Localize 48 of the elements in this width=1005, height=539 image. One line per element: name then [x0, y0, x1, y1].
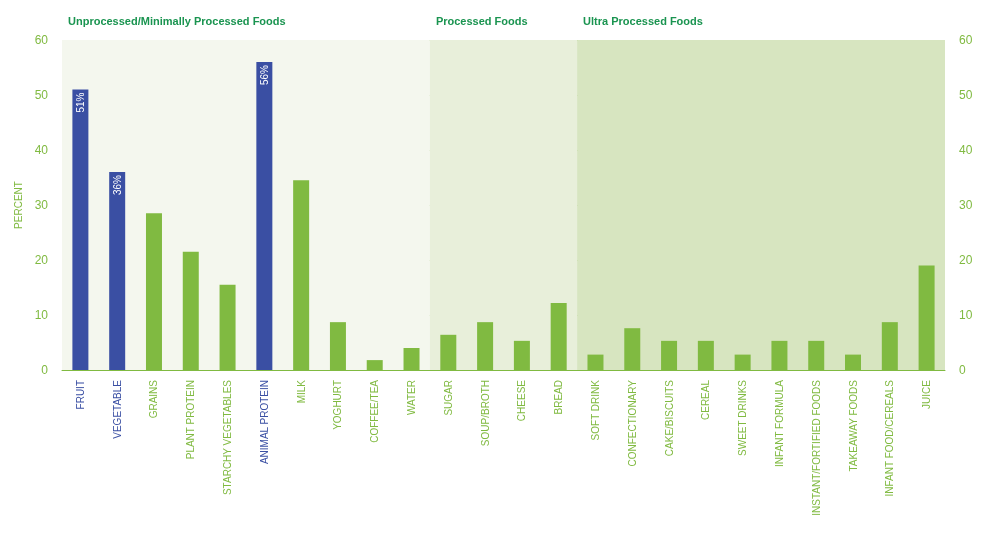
x-tick-label: CONFECTIONARY: [626, 379, 638, 467]
x-tick-label: SOUP/BROTH: [479, 380, 491, 447]
x-tick-label: PLANT PROTEIN: [185, 380, 197, 460]
x-tick-label: VEGETABLE: [111, 379, 123, 439]
x-tick-label: SOFT DRINK: [589, 379, 601, 441]
x-tick-label: JUICE: [921, 379, 933, 409]
x-tick-label: INFANT FOOD/CEREALS: [884, 379, 896, 497]
bar: [109, 172, 126, 370]
x-tick-label: SWEET DRINKS: [737, 379, 749, 456]
bar: [72, 89, 89, 370]
x-tick-label: INFANT FORMULA: [773, 379, 785, 468]
y2-tick-label: 0: [959, 363, 966, 377]
y2-tick-label: 30: [959, 198, 973, 212]
data-label: 36%: [111, 174, 123, 196]
bar: [256, 62, 273, 370]
y-tick-label: 0: [41, 363, 49, 377]
band-label: Processed Foods: [435, 14, 528, 27]
x-tick-label: SUGAR: [442, 380, 454, 416]
x-tick-label: BREAD: [553, 380, 565, 415]
x-tick-label: GRAINS: [148, 379, 160, 419]
x-tick-label: YOGHURT: [332, 380, 344, 430]
x-tick-label: COFFEE/TEA: [369, 379, 381, 443]
data-label: 51%: [74, 92, 86, 113]
y-tick-label: 20: [34, 253, 49, 267]
x-tick-label: ANIMAL PROTEIN: [258, 380, 270, 465]
data-label: 56%: [258, 64, 270, 86]
x-tick-label: STARCHY VEGETABLES: [222, 379, 234, 496]
x-tick-label: MILK: [295, 379, 307, 404]
y-axis-title: PERCENT: [13, 181, 25, 229]
x-tick-label: INSTANT/FORTIFIED FOODS: [810, 379, 822, 516]
y-tick-label: 30: [34, 198, 49, 212]
y2-tick-label: 60: [959, 33, 973, 47]
x-tick-label: CEREAL: [700, 379, 712, 421]
band-label: Ultra Processed Foods: [583, 14, 703, 27]
x-tick-label: CAKE/BISCUITS: [663, 379, 675, 457]
y2-tick-label: 10: [959, 308, 973, 322]
y2-tick-label: 50: [959, 88, 973, 102]
y-tick-label: 10: [34, 308, 49, 322]
y2-tick-label: 40: [959, 143, 973, 157]
y2-tick-label: 20: [959, 253, 973, 267]
x-tick-label: WATER: [406, 380, 418, 415]
y-tick-label: 40: [34, 143, 49, 157]
y-tick-label: 50: [34, 88, 49, 102]
x-tick-label: CHEESE: [516, 379, 528, 422]
band-label: Unprocessed/Minimally Processed Foods: [68, 14, 286, 27]
x-tick-label: FRUIT: [74, 380, 86, 410]
x-tick-label: TAKEAWAY FOODS: [847, 379, 859, 472]
y-tick-label: 60: [34, 33, 49, 47]
